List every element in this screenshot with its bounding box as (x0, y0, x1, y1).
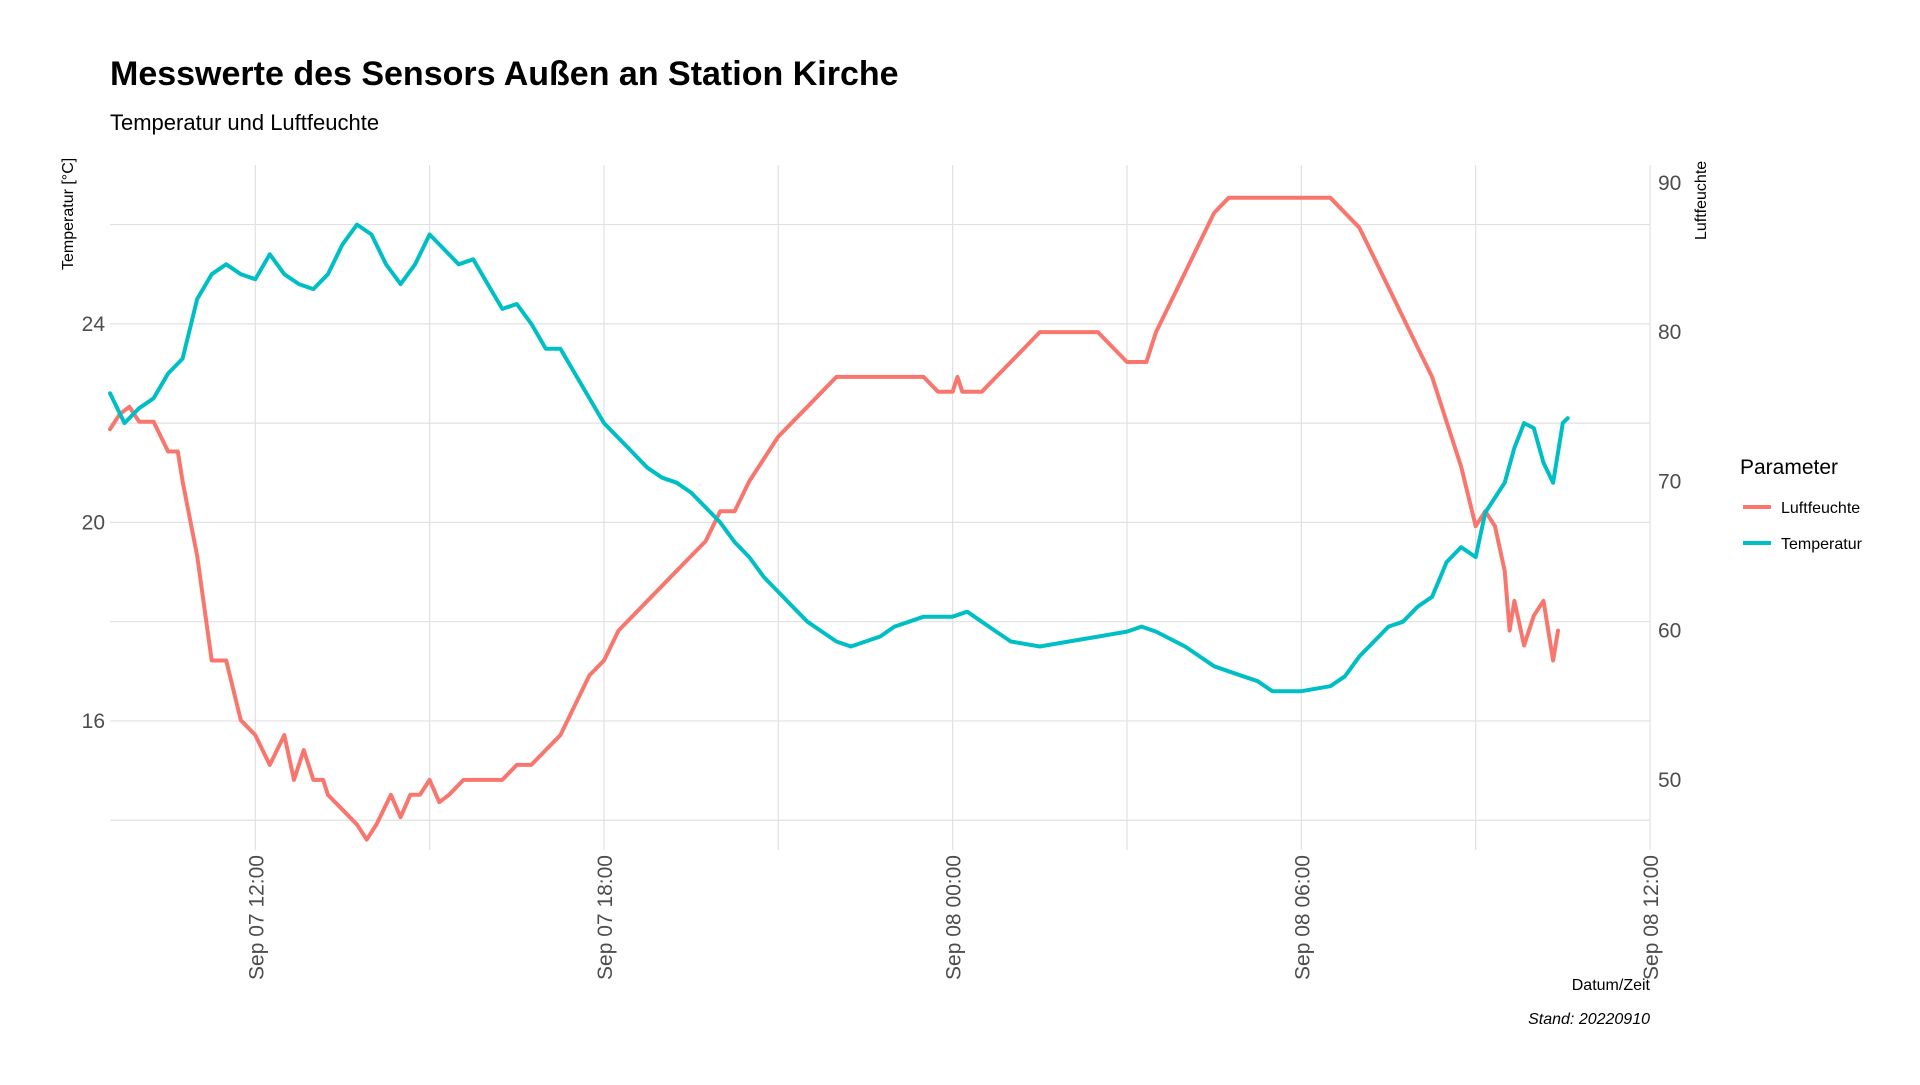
chart-subtitle: Temperatur und Luftfeuchte (110, 110, 379, 135)
y-tick-label-left: 20 (82, 511, 105, 534)
caption: Stand: 20220910 (1528, 1011, 1650, 1028)
y-tick-label-right: 70 (1658, 470, 1681, 493)
legend: Parameter Luftfeuchte Temperatur (1740, 456, 1863, 553)
y-tick-label-left: 24 (82, 313, 106, 336)
y-axis-title-left: Temperatur [°C] (60, 158, 77, 270)
x-tick-label: Sep 07 18:00 (594, 855, 617, 980)
legend-title: Parameter (1740, 456, 1838, 479)
y-tick-label-right: 80 (1658, 321, 1681, 344)
y-tick-label-left: 16 (82, 710, 105, 733)
chart-title: Messwerte des Sensors Außen an Station K… (110, 55, 899, 93)
x-tick-label: Sep 07 12:00 (245, 855, 268, 980)
x-tick-label: Sep 08 06:00 (1291, 855, 1314, 980)
legend-label-temperatur: Temperatur (1781, 536, 1863, 553)
y-tick-label-right: 60 (1658, 620, 1681, 643)
y-axis-title-right: Luftfeuchte (1693, 161, 1710, 240)
y-tick-label-right: 90 (1658, 172, 1681, 195)
series-line-luftfeuchte (108, 195, 1560, 842)
legend-label-luftfeuchte: Luftfeuchte (1781, 500, 1860, 517)
series-line-temperatur (108, 222, 1570, 694)
data-lines (108, 195, 1570, 842)
x-axis-title: Datum/Zeit (1572, 977, 1651, 994)
x-tick-label: Sep 08 12:00 (1640, 855, 1663, 980)
x-tick-label: Sep 08 00:00 (943, 855, 966, 980)
tick-labels: 16 20 24 50 60 70 80 90 Sep 07 12:00 Sep 07 18:00… (82, 172, 1682, 980)
y-tick-label-right: 50 (1658, 769, 1681, 792)
